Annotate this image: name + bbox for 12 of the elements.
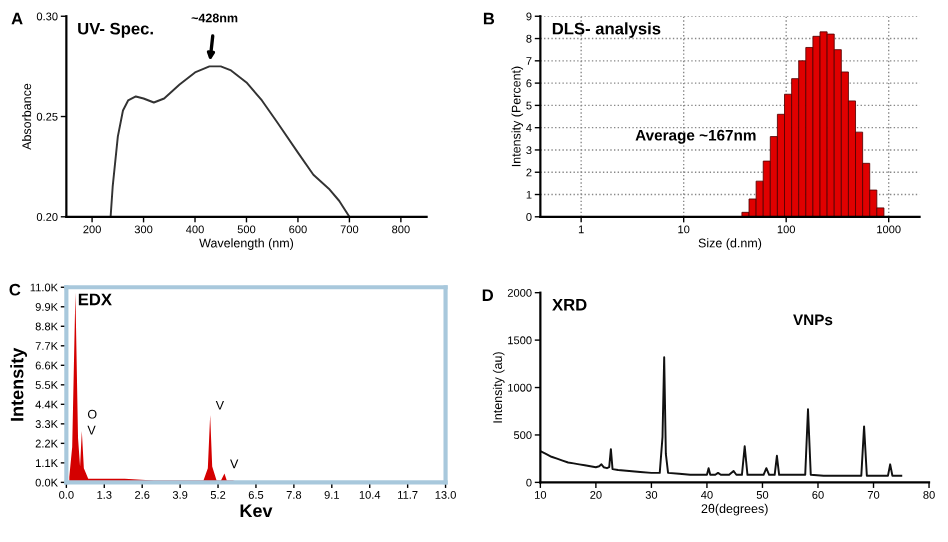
text: B	[483, 12, 495, 25]
chart-title: DLS- analysis	[552, 22, 661, 38]
chart-title: EDX	[78, 293, 112, 306]
text: A	[11, 12, 23, 25]
chart-title: XRD	[552, 298, 587, 311]
chart-title: UV- Spec.	[78, 22, 153, 38]
x-axis-title: Kev	[240, 504, 273, 518]
line-series	[109, 65, 351, 217]
text: C	[9, 283, 21, 296]
y-axis-title: Intensity	[10, 347, 28, 421]
line-series	[540, 356, 903, 477]
text: D	[482, 289, 494, 301]
